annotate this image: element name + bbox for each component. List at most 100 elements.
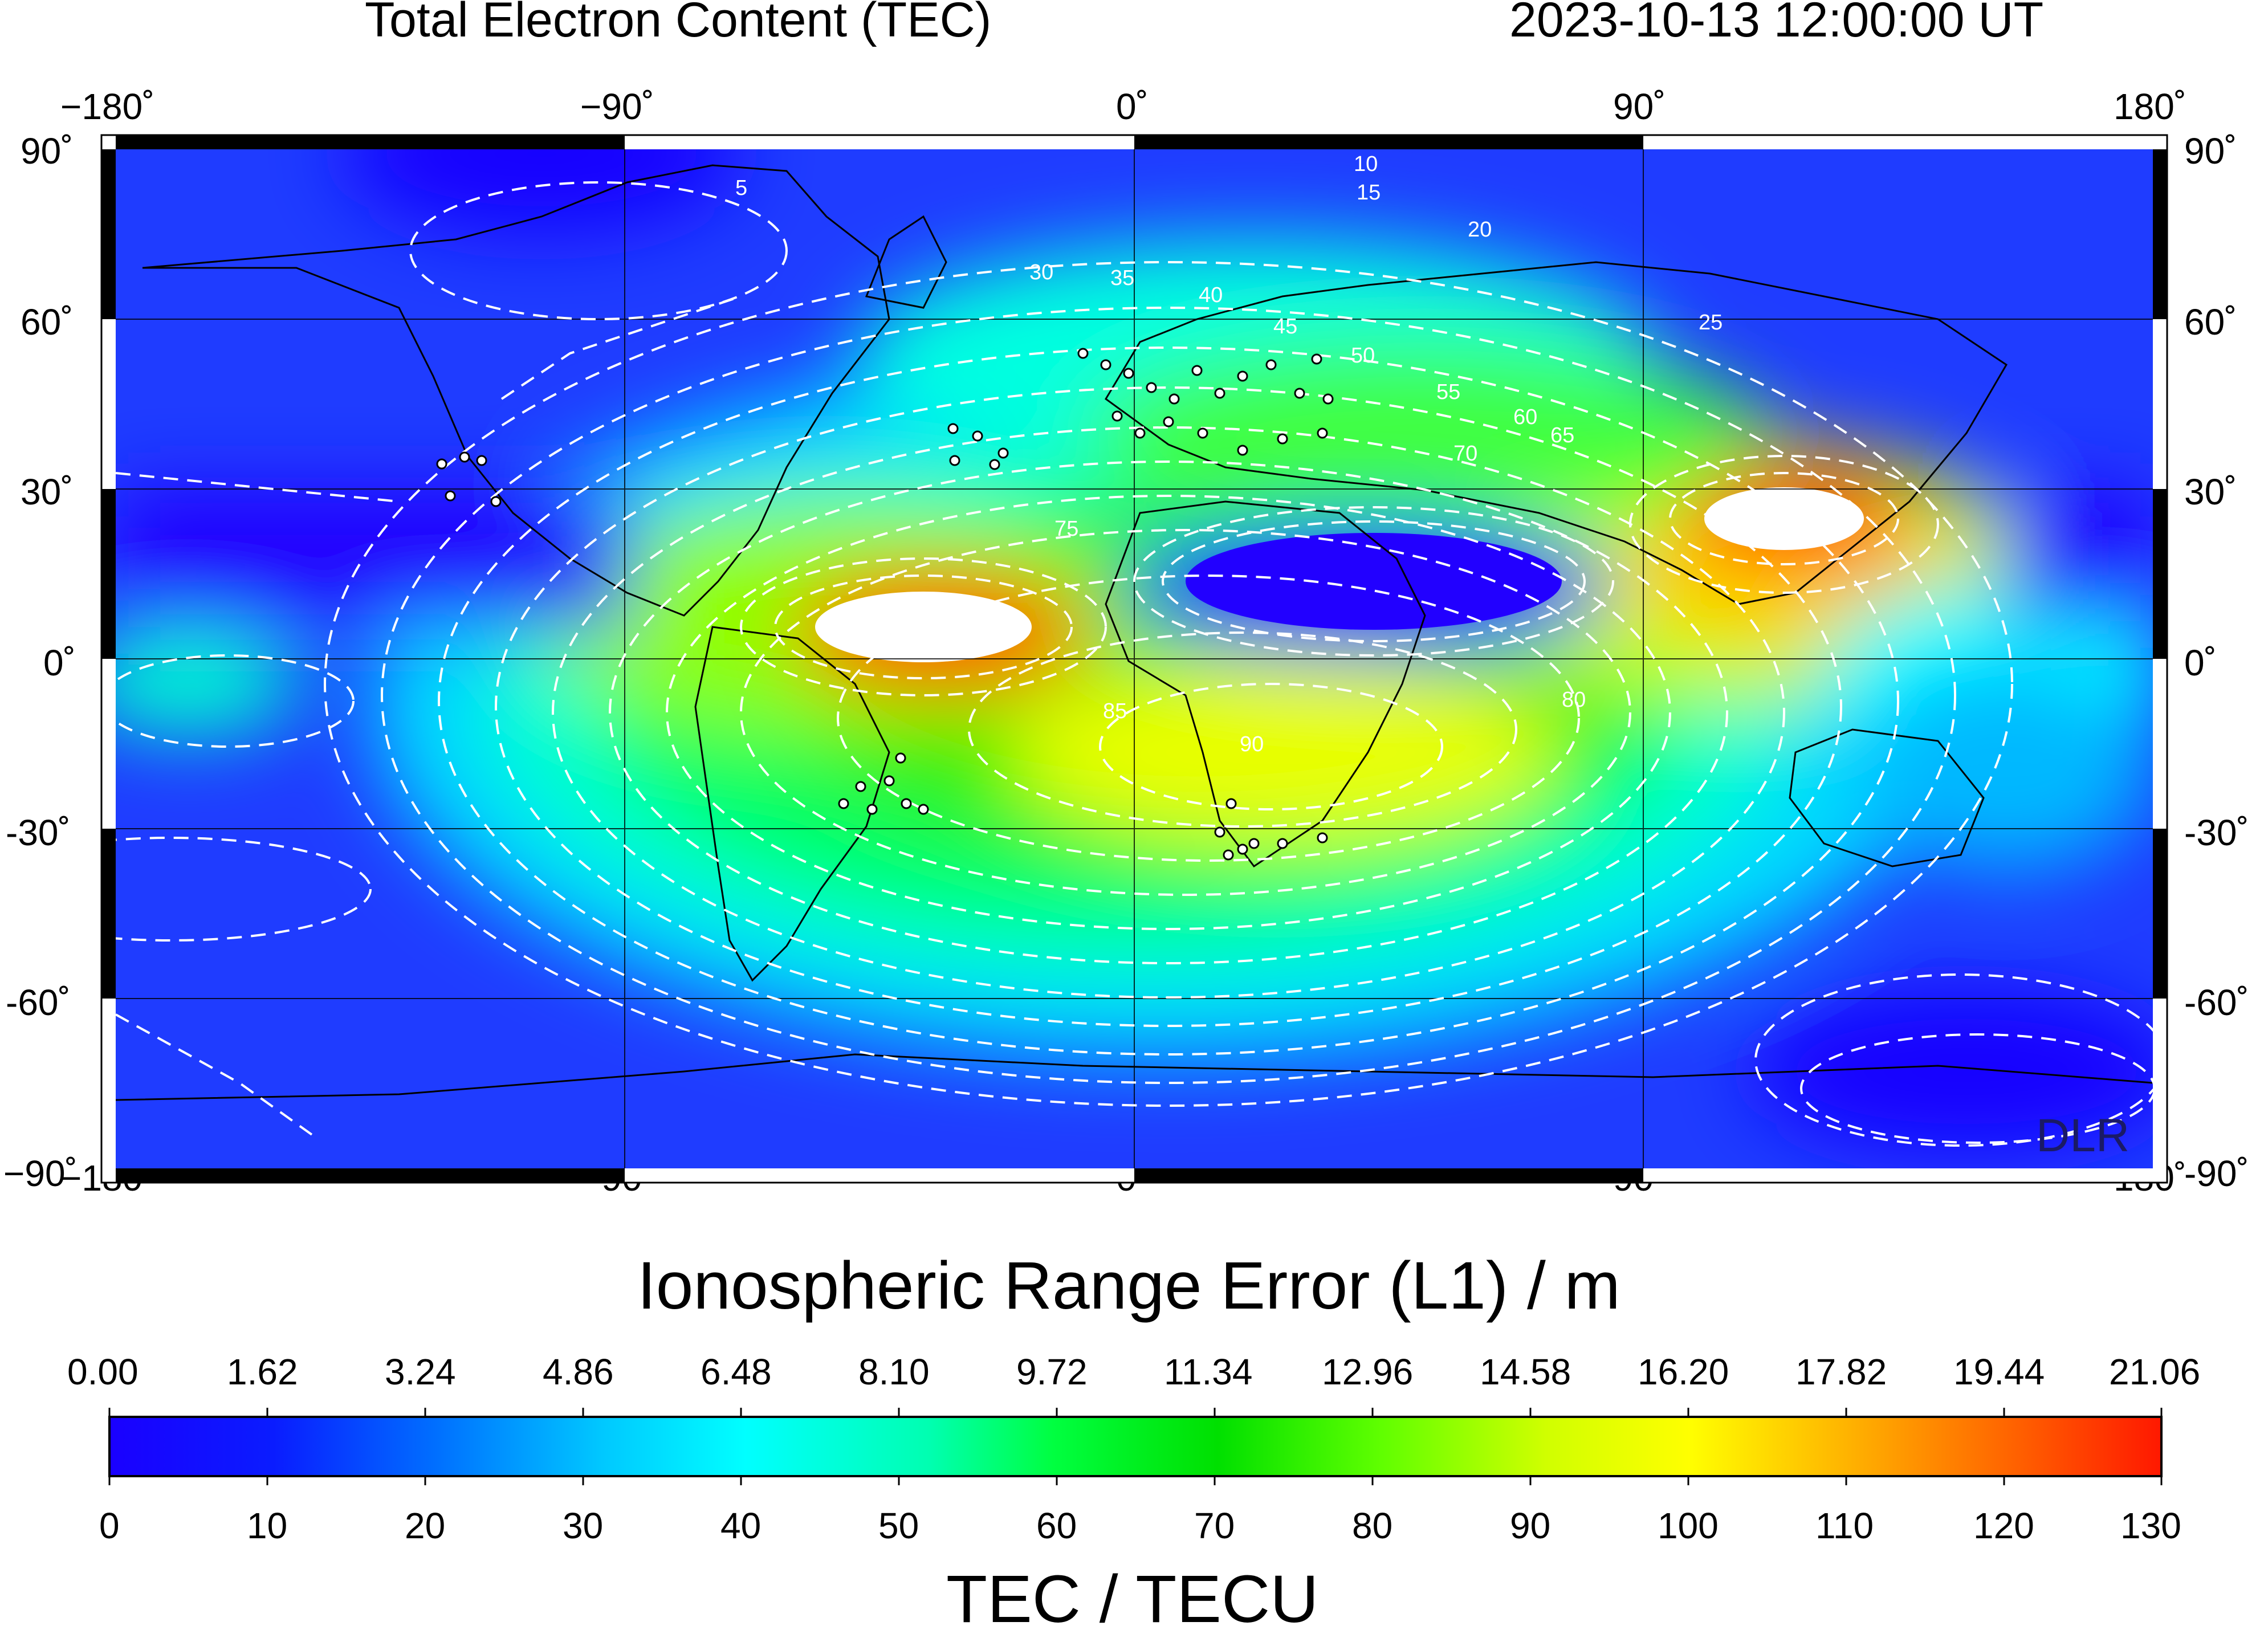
colorbar-top-tick: 17.82 xyxy=(1795,1351,1887,1392)
station-marker xyxy=(855,781,866,792)
station-marker xyxy=(1248,838,1260,849)
station-marker xyxy=(1168,393,1180,405)
colorbar-bottom-tick: 110 xyxy=(1815,1505,1874,1546)
colorbar-ticks xyxy=(108,1408,2163,1485)
contour-label: 85 xyxy=(1103,699,1127,723)
lat-tick-right-60s: -60˚ xyxy=(2184,982,2249,1023)
lat-tick-right-90s: -90˚ xyxy=(2184,1153,2249,1194)
contour-label: 80 xyxy=(1562,688,1586,712)
contour-label: 30 xyxy=(1029,260,1053,284)
lat-tick-left-60n: 60˚ xyxy=(21,301,74,343)
colorbar-bottom-tick: 80 xyxy=(1352,1505,1393,1546)
contour-label: 35 xyxy=(1110,266,1134,290)
station-marker xyxy=(1322,393,1334,405)
lat-tick-right-0: 0˚ xyxy=(2184,642,2217,683)
colorbar-top-tick: 0.00 xyxy=(67,1351,139,1392)
lon-tick-top-90w: −90˚ xyxy=(580,86,654,127)
station-marker xyxy=(1163,416,1174,427)
lon-tick-top-180e: 180˚ xyxy=(2114,86,2187,127)
lat-tick-left-90n: 90˚ xyxy=(21,131,74,172)
colorbar-bottom-tick: 30 xyxy=(563,1505,604,1546)
contour-label: 65 xyxy=(1550,423,1574,447)
lat-tick-right-90n: 90˚ xyxy=(2184,131,2237,172)
colorbar-top-tick: 9.72 xyxy=(1016,1351,1088,1392)
colorbar-top-tick: 4.86 xyxy=(543,1351,614,1392)
lat-tick-right-30s: -30˚ xyxy=(2184,812,2249,853)
colorbar-bottom-tick: 10 xyxy=(247,1505,288,1546)
station-marker xyxy=(1191,365,1203,376)
map-title: Total Electron Content (TEC) xyxy=(365,0,992,47)
colorbar-bottom-tick: 120 xyxy=(1973,1505,2034,1546)
colorbar-bottom-tick: 50 xyxy=(878,1505,919,1546)
station-marker xyxy=(1294,388,1305,399)
lat-tick-left-60s: -60˚ xyxy=(6,982,71,1023)
colorbar xyxy=(108,1416,2163,1477)
station-marker xyxy=(1237,370,1248,382)
contour-label: 25 xyxy=(1699,311,1723,335)
station-marker xyxy=(1146,382,1157,393)
colorbar-bottom-tick: 60 xyxy=(1036,1505,1077,1546)
colorbar-bottom-tick: 90 xyxy=(1510,1505,1551,1546)
station-marker xyxy=(1123,368,1134,379)
colorbar-bottom-tick: 20 xyxy=(405,1505,446,1546)
station-marker xyxy=(436,458,447,470)
lon-tick-top-0: 0˚ xyxy=(1116,86,1149,127)
station-marker xyxy=(1214,826,1225,838)
station-marker xyxy=(1134,427,1146,439)
colorbar-top-tick: 11.34 xyxy=(1164,1351,1253,1392)
station-marker xyxy=(1225,798,1237,809)
coastlines xyxy=(116,164,2153,1101)
lat-tick-right-60n: 60˚ xyxy=(2184,301,2237,343)
colorbar-top-tick: 3.24 xyxy=(385,1351,456,1392)
contour-lines xyxy=(116,181,2153,1147)
station-marker xyxy=(1237,445,1248,456)
station-marker xyxy=(901,798,912,809)
map-timestamp: 2023-10-13 12:00:00 UT xyxy=(1509,0,2044,47)
contour-label: 40 xyxy=(1199,283,1223,307)
station-marker xyxy=(445,490,456,502)
station-marker xyxy=(895,752,906,764)
colorbar-top-tick: 19.44 xyxy=(1953,1351,2045,1392)
colorbar-bottom-tick: 70 xyxy=(1194,1505,1235,1546)
graticule xyxy=(116,149,2153,1168)
colorbar-bottom-tick: 40 xyxy=(720,1505,762,1546)
tec-field xyxy=(116,149,2153,1168)
station-marker xyxy=(947,423,959,434)
contour-label: 10 xyxy=(1354,152,1378,176)
colorbar-top-tick: 12.96 xyxy=(1322,1351,1414,1392)
station-marker xyxy=(1317,427,1328,439)
contour-label: 15 xyxy=(1357,181,1381,205)
station-markers xyxy=(436,348,1334,861)
station-marker xyxy=(1111,410,1123,422)
station-marker xyxy=(1197,427,1208,439)
station-marker xyxy=(866,804,878,815)
contour-label: 20 xyxy=(1468,218,1492,242)
station-marker xyxy=(883,775,895,787)
contour-label: 5 xyxy=(735,176,747,200)
contour-label: 45 xyxy=(1273,315,1297,339)
lat-tick-left-30s: -30˚ xyxy=(6,812,71,853)
contour-label: 50 xyxy=(1351,344,1375,368)
station-marker xyxy=(972,430,983,442)
station-marker xyxy=(838,798,849,809)
colorbar-top-tick: 14.58 xyxy=(1480,1351,1571,1392)
station-marker xyxy=(1237,844,1248,855)
colorbar-top-tick: 6.48 xyxy=(701,1351,772,1392)
lat-tick-left-30n: 30˚ xyxy=(21,471,74,512)
station-marker xyxy=(490,496,502,507)
station-marker xyxy=(1265,359,1277,370)
lat-tick-left-90s: −90˚ xyxy=(3,1153,78,1194)
colorbar-bottom-title: TEC / TECU xyxy=(946,1562,1319,1637)
colorbar-bottom-tick: 130 xyxy=(2120,1505,2181,1546)
colorbar-top-tick: 8.10 xyxy=(858,1351,930,1392)
station-marker xyxy=(459,451,470,463)
station-marker xyxy=(1277,838,1288,849)
station-marker xyxy=(1214,388,1225,399)
lat-tick-right-30n: 30˚ xyxy=(2184,471,2237,512)
colorbar-top-tick: 16.20 xyxy=(1638,1351,1729,1392)
station-marker xyxy=(918,804,929,815)
station-marker xyxy=(1277,433,1288,445)
station-marker xyxy=(949,455,960,466)
station-marker xyxy=(997,447,1009,459)
